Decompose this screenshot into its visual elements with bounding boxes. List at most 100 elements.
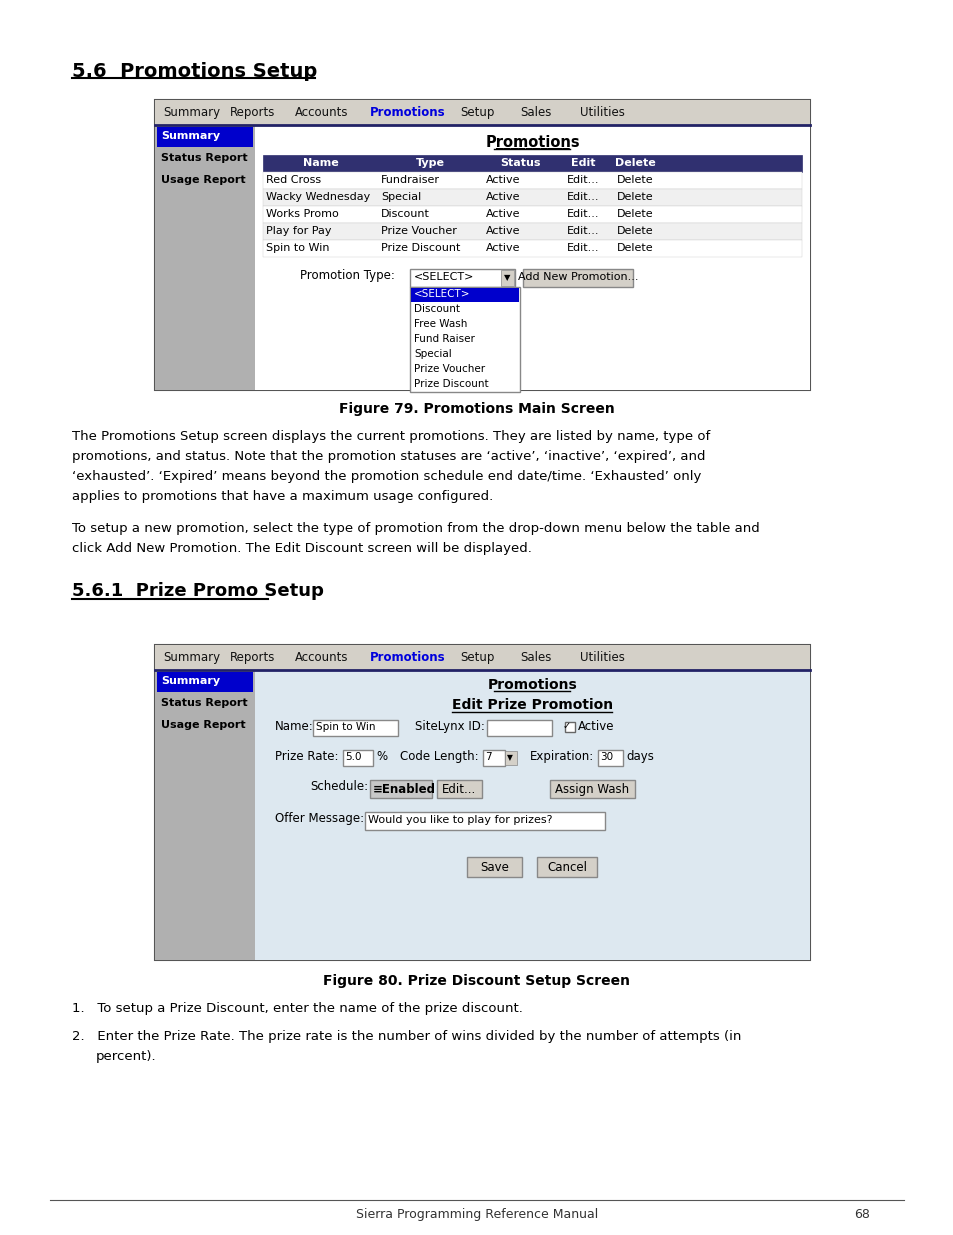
- Bar: [411, 288, 518, 303]
- Bar: [370, 781, 432, 798]
- Text: Would you like to play for prizes?: Would you like to play for prizes?: [368, 815, 552, 825]
- Text: Edit...: Edit...: [441, 783, 476, 797]
- Bar: [157, 672, 253, 692]
- Bar: [537, 857, 597, 877]
- Text: Promotions: Promotions: [487, 678, 577, 692]
- Bar: [157, 127, 253, 147]
- Text: Prize Voucher: Prize Voucher: [380, 226, 456, 236]
- Bar: [500, 270, 514, 287]
- Bar: [564, 722, 575, 732]
- Text: Sierra Programming Reference Manual: Sierra Programming Reference Manual: [355, 1208, 598, 1221]
- Bar: [263, 240, 801, 257]
- Text: SiteLynx ID:: SiteLynx ID:: [415, 720, 484, 734]
- Text: Reports: Reports: [230, 106, 275, 119]
- Text: Active: Active: [485, 209, 520, 219]
- Text: ✓: ✓: [562, 721, 571, 731]
- Bar: [154, 125, 254, 390]
- Text: ▼: ▼: [503, 273, 510, 282]
- Text: Delete: Delete: [617, 243, 653, 253]
- Text: Active: Active: [578, 720, 614, 734]
- Text: Special: Special: [414, 350, 452, 359]
- Bar: [263, 156, 801, 172]
- Bar: [154, 671, 254, 960]
- Text: Edit...: Edit...: [566, 243, 598, 253]
- Bar: [254, 125, 809, 390]
- Text: Figure 80. Prize Discount Setup Screen: Figure 80. Prize Discount Setup Screen: [323, 974, 630, 988]
- Text: Summary: Summary: [161, 676, 220, 685]
- Bar: [550, 781, 635, 798]
- Bar: [522, 269, 633, 287]
- Text: Promotions: Promotions: [370, 106, 445, 119]
- Text: Reports: Reports: [230, 651, 275, 664]
- Text: Status Report: Status Report: [161, 153, 248, 163]
- Text: Prize Discount: Prize Discount: [414, 379, 488, 389]
- Text: Assign Wash: Assign Wash: [555, 783, 628, 797]
- Bar: [154, 100, 809, 390]
- Text: 5.6  Promotions Setup: 5.6 Promotions Setup: [71, 62, 317, 82]
- Bar: [154, 100, 809, 125]
- Text: Promotion Type:: Promotion Type:: [299, 269, 395, 282]
- Text: Schedule:: Schedule:: [310, 781, 368, 793]
- Bar: [263, 206, 801, 224]
- Text: Edit...: Edit...: [566, 191, 598, 203]
- Text: 68: 68: [853, 1208, 869, 1221]
- Text: Prize Discount: Prize Discount: [380, 243, 460, 253]
- Text: Edit: Edit: [570, 158, 595, 168]
- Text: The Promotions Setup screen displays the current promotions. They are listed by : The Promotions Setup screen displays the…: [71, 430, 709, 443]
- Text: Works Promo: Works Promo: [266, 209, 338, 219]
- Text: <SELECT>: <SELECT>: [414, 272, 474, 282]
- Text: Delete: Delete: [617, 226, 653, 236]
- Text: Active: Active: [485, 243, 520, 253]
- Bar: [482, 750, 504, 766]
- Text: Edit...: Edit...: [566, 226, 598, 236]
- Bar: [343, 750, 373, 766]
- Text: To setup a new promotion, select the type of promotion from the drop-down menu b: To setup a new promotion, select the typ…: [71, 522, 759, 535]
- Text: Offer Message:: Offer Message:: [274, 811, 364, 825]
- Text: Summary: Summary: [163, 106, 220, 119]
- Text: Prize Voucher: Prize Voucher: [414, 364, 485, 374]
- Text: Summary: Summary: [163, 651, 220, 664]
- Text: Utilities: Utilities: [579, 651, 624, 664]
- Text: Delete: Delete: [615, 158, 655, 168]
- Text: 2.   Enter the Prize Rate. The prize rate is the number of wins divided by the n: 2. Enter the Prize Rate. The prize rate …: [71, 1030, 740, 1044]
- Text: Red Cross: Red Cross: [266, 175, 321, 185]
- Text: Status Report: Status Report: [161, 698, 248, 708]
- Text: Cancel: Cancel: [547, 861, 587, 874]
- Text: ≡Enabled: ≡Enabled: [373, 783, 436, 797]
- Text: %: %: [375, 750, 387, 763]
- Text: Code Length:: Code Length:: [399, 750, 478, 763]
- Bar: [263, 189, 801, 206]
- Bar: [410, 287, 519, 391]
- Text: 5.0: 5.0: [345, 752, 361, 762]
- Text: 30: 30: [599, 752, 613, 762]
- Text: Free Wash: Free Wash: [414, 319, 467, 329]
- Bar: [254, 671, 809, 960]
- Text: Active: Active: [485, 226, 520, 236]
- Bar: [313, 720, 397, 736]
- Text: promotions, and status. Note that the promotion statuses are ‘active’, ‘inactive: promotions, and status. Note that the pr…: [71, 450, 705, 463]
- Text: Special: Special: [380, 191, 421, 203]
- Text: 5.6.1  Prize Promo Setup: 5.6.1 Prize Promo Setup: [71, 582, 323, 600]
- Text: Fund Raiser: Fund Raiser: [414, 333, 475, 345]
- Bar: [263, 224, 801, 240]
- Text: Name: Name: [302, 158, 338, 168]
- Text: Setup: Setup: [459, 651, 494, 664]
- Text: Edit...: Edit...: [566, 209, 598, 219]
- Text: percent).: percent).: [96, 1050, 156, 1063]
- Bar: [436, 781, 481, 798]
- Text: Type: Type: [416, 158, 444, 168]
- Text: Promotions: Promotions: [485, 135, 579, 149]
- Text: Discount: Discount: [414, 304, 459, 314]
- Text: Expiration:: Expiration:: [530, 750, 594, 763]
- Text: Edit...: Edit...: [566, 175, 598, 185]
- Text: Edit Prize Promotion: Edit Prize Promotion: [452, 698, 613, 713]
- Text: Setup: Setup: [459, 106, 494, 119]
- Text: Play for Pay: Play for Pay: [266, 226, 331, 236]
- Bar: [263, 172, 801, 189]
- Text: days: days: [625, 750, 653, 763]
- Bar: [410, 269, 515, 287]
- Text: Sales: Sales: [519, 106, 551, 119]
- Text: Name:: Name:: [274, 720, 314, 734]
- Text: Active: Active: [485, 191, 520, 203]
- Bar: [154, 645, 809, 960]
